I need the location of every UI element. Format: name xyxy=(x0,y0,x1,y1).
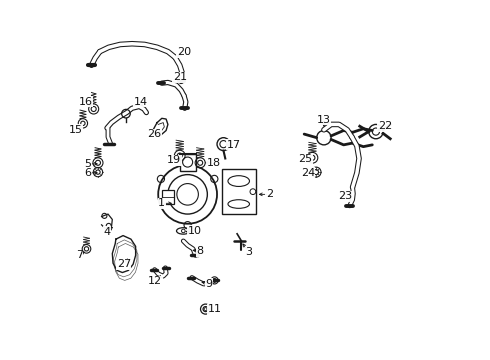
Ellipse shape xyxy=(228,200,249,208)
Text: 13: 13 xyxy=(317,115,331,125)
Bar xyxy=(221,169,256,214)
Text: 15: 15 xyxy=(69,125,83,135)
Text: 18: 18 xyxy=(206,158,220,168)
Ellipse shape xyxy=(228,176,249,186)
Text: 27: 27 xyxy=(117,259,131,269)
Text: 8: 8 xyxy=(196,246,204,256)
Bar xyxy=(162,190,173,204)
Text: 17: 17 xyxy=(226,140,241,150)
Text: 14: 14 xyxy=(134,97,148,107)
Text: 7: 7 xyxy=(76,250,83,260)
Text: 2: 2 xyxy=(266,189,273,199)
Text: 19: 19 xyxy=(167,155,181,165)
Text: 25: 25 xyxy=(298,154,312,164)
Text: 23: 23 xyxy=(338,191,352,201)
Text: 24: 24 xyxy=(301,168,315,178)
Ellipse shape xyxy=(176,228,190,234)
Text: 16: 16 xyxy=(78,97,93,107)
Text: 3: 3 xyxy=(245,247,252,257)
Polygon shape xyxy=(101,214,112,230)
Text: 12: 12 xyxy=(148,276,162,286)
Text: 22: 22 xyxy=(378,121,392,131)
Text: 10: 10 xyxy=(188,226,202,236)
Text: 5: 5 xyxy=(84,159,92,169)
Text: 20: 20 xyxy=(177,47,191,57)
Text: 11: 11 xyxy=(208,304,221,314)
Text: 21: 21 xyxy=(172,72,187,82)
Text: 4: 4 xyxy=(103,227,111,237)
Text: 9: 9 xyxy=(206,279,213,289)
Polygon shape xyxy=(153,118,168,135)
Text: 1: 1 xyxy=(158,198,165,208)
Bar xyxy=(180,154,196,171)
Text: 6: 6 xyxy=(84,168,92,178)
Text: 26: 26 xyxy=(147,129,162,139)
Polygon shape xyxy=(112,235,136,273)
